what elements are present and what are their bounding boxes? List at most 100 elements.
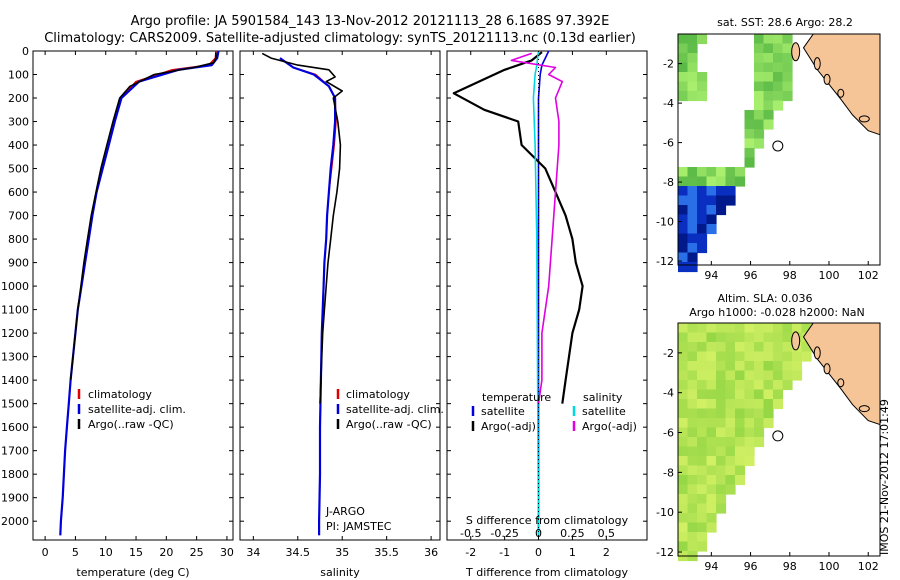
map-sst-heatmap-cell: [782, 34, 793, 45]
map-sst-heatmap-cell: [678, 62, 689, 73]
map-sla-heatmap-cell: [725, 380, 736, 391]
map-sla-heatmap-cell: [687, 370, 698, 381]
map-sla-heatmap-cell: [754, 342, 765, 353]
map-sst-heatmap-cell: [716, 195, 727, 206]
map-sst-heatmap-cell: [697, 214, 708, 225]
map-sla-heatmap-cell: [744, 361, 755, 372]
map-sla-heatmap-cell: [735, 475, 746, 486]
map-sla-heatmap-cell: [687, 475, 698, 486]
map-sla-heatmap-cell: [697, 522, 708, 533]
difference-x-tick-label: -1: [499, 546, 510, 559]
map-sst-heatmap-cell: [763, 119, 774, 130]
map-sst-heatmap-cell: [744, 157, 755, 168]
map-sla-heatmap-cell: [782, 342, 793, 353]
temperature-y-tick-label: 800: [8, 233, 29, 246]
map-sla-heatmap-cell: [754, 370, 765, 381]
map-sst-heatmap-cell: [763, 34, 774, 45]
temperature-x-axis-label: temperature (deg C): [76, 566, 189, 579]
map-sst-heatmap-cell: [706, 205, 717, 216]
map-sla-heatmap-cell: [782, 332, 793, 343]
map-sla-heatmap-cell: [782, 361, 793, 372]
map-sla-heatmap-cell: [687, 332, 698, 343]
map-sla-heatmap-cell: [687, 494, 698, 505]
temperature-x-tick-label: 20: [159, 546, 173, 559]
map-sla-heatmap-cell: [744, 370, 755, 381]
map-sst-heatmap-cell: [763, 100, 774, 111]
map-sla-heatmap-cell: [697, 389, 708, 400]
difference-salinity-tick-label: 0: [535, 527, 542, 540]
map-sla-heatmap-cell: [687, 418, 698, 429]
temperature-y-tick-label: 300: [8, 116, 29, 129]
map-sla-heatmap-cell: [763, 323, 774, 334]
map-sla-heatmap-cell: [725, 456, 736, 467]
map-sst-heatmap-cell: [754, 43, 765, 54]
map-sst-heatmap-cell: [697, 176, 708, 187]
map-sla-island: [823, 363, 831, 375]
map-sst-x-tick-label: 98: [783, 269, 797, 282]
temperature-x-tick-label: 15: [129, 546, 143, 559]
temperature-y-tick-label: 1500: [1, 398, 29, 411]
salinity-x-tick-label: 34: [246, 546, 260, 559]
map-sla-heatmap-cell: [706, 446, 717, 457]
map-sla-heatmap-cell: [706, 351, 717, 362]
map-sla-heatmap-cell: [773, 332, 784, 343]
map-sla-y-tick-label: -2: [663, 347, 674, 360]
map-sla-heatmap-cell: [697, 532, 708, 543]
map-sla-heatmap-cell: [725, 323, 736, 334]
map-sla-heatmap-cell: [773, 399, 784, 410]
map-sst-heatmap-cell: [687, 224, 698, 235]
map-sla-x-tick-label: 100: [819, 560, 840, 573]
map-sst-heatmap-cell: [687, 205, 698, 216]
map-sla-heatmap-cell: [697, 323, 708, 334]
map-sst-heatmap-cell: [687, 62, 698, 73]
map-sst-heatmap-cell: [697, 91, 708, 102]
map-sla-heatmap-cell: [763, 418, 774, 429]
salinity-legend-label: climatology: [346, 388, 410, 401]
map-sla-heatmap-cell: [706, 389, 717, 400]
map-sst-heatmap-cell: [716, 167, 727, 178]
credit-timestamp: IMOS 21-Nov-2012 17:01:49: [878, 399, 891, 555]
map-sla-heatmap-cell: [678, 522, 689, 533]
map-sst-land-sumatra: [802, 33, 881, 136]
map-sla-y-tick-label: -8: [663, 466, 674, 479]
map-sla-heatmap-cell: [716, 456, 727, 467]
difference-series-line-3: [510, 52, 564, 404]
difference-legend-label: satellite: [481, 405, 525, 418]
salinity-profile-panel: 34 34.5 35 35.5 36 salinity climatology satelli…: [239, 50, 444, 579]
map-sla-heatmap-cell: [678, 456, 689, 467]
map-sla-heatmap-cell: [678, 446, 689, 457]
salinity-x-tick-label: 35: [335, 546, 349, 559]
map-sst-heatmap-cell: [782, 91, 793, 102]
map-sla-heatmap-cell: [706, 380, 717, 391]
map-sla-heatmap-cell: [678, 465, 689, 476]
map-sla-heatmap-cell: [687, 465, 698, 476]
temperature-y-tick-label: 1100: [1, 304, 29, 317]
map-sla-heatmap-cell: [687, 427, 698, 438]
map-sla-heatmap-cell: [763, 408, 774, 419]
map-sla-heatmap-cell: [678, 513, 689, 524]
map-sla-heatmap-cell: [716, 361, 727, 372]
map-sla-heatmap-cell: [687, 408, 698, 419]
temperature-legend-label: satellite-adj. clim.: [88, 403, 186, 416]
map-sla-heatmap-cell: [754, 399, 765, 410]
map-sst-x-tick-label: 102: [858, 269, 879, 282]
map-sst-heatmap-cell: [697, 233, 708, 244]
map-sla-heatmap-cell: [773, 351, 784, 362]
map-sla-heatmap-cell: [792, 361, 803, 372]
map-sla-heatmap-cell: [678, 532, 689, 543]
map-sla-heatmap-cell: [801, 351, 812, 362]
map-sla-island: [791, 331, 801, 351]
map-sla-heatmap-cell: [697, 541, 708, 552]
sst-map-title: sat. SST: 28.6 Argo: 28.2: [717, 16, 853, 29]
map-sla-heatmap-cell: [706, 418, 717, 429]
map-sla-heatmap-cell: [697, 427, 708, 438]
map-sla-heatmap-cell: [678, 408, 689, 419]
map-sla-heatmap-cell: [706, 494, 717, 505]
map-sst-heatmap-cell: [754, 91, 765, 102]
temperature-y-tick-label: 2000: [1, 515, 29, 528]
map-sla-heatmap-cell: [763, 389, 774, 400]
map-sla-heatmap-cell: [687, 484, 698, 495]
temperature-y-tick-label: 500: [8, 163, 29, 176]
temperature-y-tick-label: 400: [8, 139, 29, 152]
sla-map-title: Altim. SLA: 0.036: [717, 292, 812, 305]
